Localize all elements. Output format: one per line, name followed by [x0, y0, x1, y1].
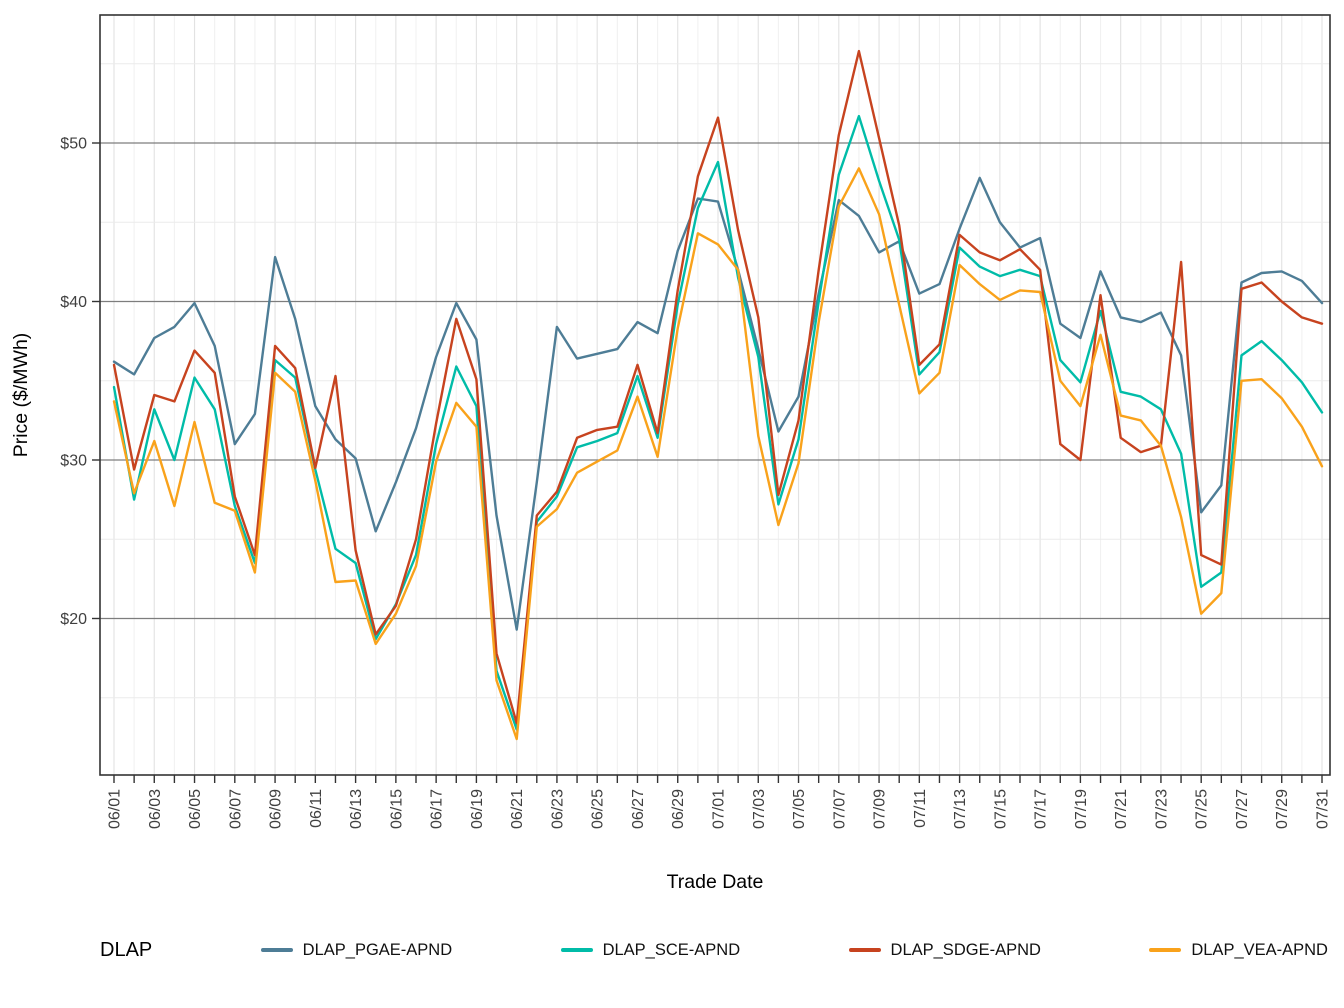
svg-text:07/09: 07/09	[872, 789, 889, 829]
svg-text:$20: $20	[60, 611, 87, 628]
svg-text:06/27: 06/27	[630, 789, 647, 829]
svg-text:06/05: 06/05	[187, 789, 204, 829]
svg-text:06/25: 06/25	[590, 789, 607, 829]
legend-label-sce: DLAP_SCE-APND	[602, 940, 741, 959]
svg-text:Trade Date: Trade Date	[667, 871, 764, 893]
svg-text:Price ($/MWh): Price ($/MWh)	[10, 333, 32, 458]
svg-text:06/23: 06/23	[549, 789, 566, 829]
legend-item-pgae: DLAP_PGAE-APND	[260, 940, 453, 960]
svg-text:07/29: 07/29	[1274, 789, 1291, 829]
svg-text:06/15: 06/15	[388, 789, 405, 829]
svg-text:$40: $40	[60, 294, 87, 311]
svg-text:07/25: 07/25	[1194, 789, 1211, 829]
svg-text:07/21: 07/21	[1113, 789, 1130, 829]
svg-text:07/07: 07/07	[831, 789, 848, 829]
legend-label-sdge: DLAP_SDGE-APND	[890, 940, 1041, 959]
legend-title: DLAP	[100, 938, 153, 961]
svg-text:07/31: 07/31	[1315, 789, 1332, 829]
svg-text:06/07: 06/07	[227, 789, 244, 829]
svg-text:07/19: 07/19	[1073, 789, 1090, 829]
svg-text:07/11: 07/11	[912, 789, 929, 828]
sce-line-swatch-icon	[560, 948, 593, 952]
sdge-line-swatch-icon	[848, 948, 881, 952]
svg-text:06/03: 06/03	[147, 789, 164, 829]
svg-text:06/01: 06/01	[107, 789, 124, 829]
legend-label-pgae: DLAP_PGAE-APND	[302, 940, 453, 959]
legend-label-vea: DLAP_VEA-APND	[1191, 940, 1328, 959]
svg-text:$30: $30	[60, 453, 87, 470]
svg-text:07/01: 07/01	[711, 789, 728, 829]
svg-text:07/15: 07/15	[992, 789, 1009, 829]
legend-item-sdge: DLAP_SDGE-APND	[848, 940, 1041, 960]
svg-text:06/29: 06/29	[670, 789, 687, 829]
svg-text:06/21: 06/21	[509, 789, 526, 829]
svg-text:$50: $50	[60, 136, 87, 153]
svg-text:06/17: 06/17	[429, 789, 446, 829]
pgae-line-swatch-icon	[260, 948, 293, 952]
svg-text:07/03: 07/03	[751, 789, 768, 829]
svg-text:07/13: 07/13	[952, 789, 969, 829]
svg-text:06/09: 06/09	[268, 789, 285, 829]
legend: DLAP DLAP_PGAE-APND DLAP_SCE-APND DLAP_S…	[100, 926, 1328, 974]
svg-text:07/23: 07/23	[1153, 789, 1170, 829]
svg-text:07/05: 07/05	[791, 789, 808, 829]
svg-text:06/13: 06/13	[348, 789, 365, 829]
svg-text:07/17: 07/17	[1033, 789, 1050, 829]
legend-item-vea: DLAP_VEA-APND	[1149, 941, 1328, 960]
vea-line-swatch-icon	[1149, 948, 1182, 952]
svg-text:06/19: 06/19	[469, 789, 486, 829]
legend-item-sce: DLAP_SCE-APND	[560, 940, 741, 960]
svg-text:07/27: 07/27	[1234, 789, 1251, 829]
svg-text:06/11: 06/11	[308, 789, 325, 828]
